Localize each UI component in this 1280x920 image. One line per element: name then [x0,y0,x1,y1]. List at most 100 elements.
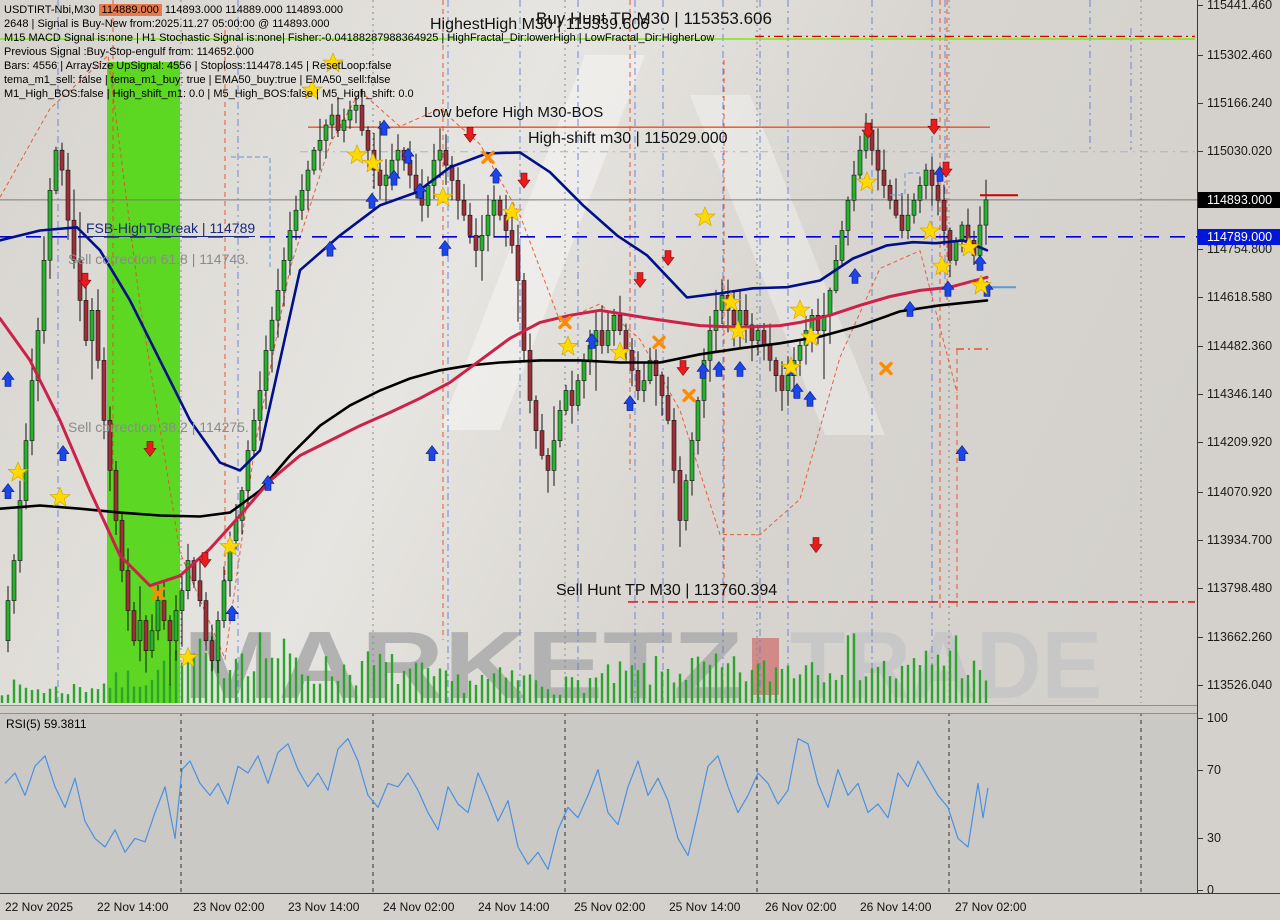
annotation-fsb-high-to-break[interactable]: FSB-HighToBreak | 114789 [86,220,256,237]
sell-arrow-icon [198,552,212,568]
rsi-pane[interactable]: RSI(5) 59.3811 [0,712,1197,893]
candle-body [767,345,773,361]
annotation-sell-correction-382[interactable]: Sell correction 38.2 | 114275. [68,419,249,435]
sell-arrow-icon [676,360,690,376]
candle-body [779,375,785,391]
candle-body [71,219,77,261]
candle-body [581,360,587,381]
candle-body [755,330,761,341]
candle-body [323,124,329,141]
candle-body [299,190,305,211]
price-axis-label: 115166.240 [1197,95,1273,110]
candle-body [125,570,131,611]
candle-body [461,200,467,216]
star-signal-icon [432,186,454,207]
candle-body [395,149,401,161]
price-axis-label: 114070.920 [1197,484,1273,499]
price-axis-label: 115302.460 [1197,47,1273,62]
star-signal-icon [7,461,29,482]
main-chart-plot[interactable]: MARKETZ TRADE [0,0,1197,705]
ma-medium-crimson [0,275,989,588]
price-axis[interactable]: 114893.000 114789.000 115441.460 115302.4… [1197,0,1280,897]
star-signal-icon [789,299,811,320]
candle-body [263,350,269,391]
star-signal-icon [322,52,344,73]
annotation-buy-hunt-tp[interactable]: Buy Hunt TP M30 | 115353.606 [536,9,772,28]
price-axis-label: 113662.260 [1197,629,1273,644]
candle-body [905,214,911,231]
highlight-band [107,62,180,703]
buy-arrow-icon [56,445,70,461]
candle-body [293,209,299,231]
candle-body [923,169,929,186]
time-axis-label: 26 Nov 14:00 [860,900,932,914]
candle-body [155,600,161,632]
buy-arrow-icon [790,383,804,399]
star-signal-icon [720,291,742,312]
price-axis-label: 113934.700 [1197,533,1273,548]
info-line-ohlc: USDTIRT-Nbi,M30 114889.000 114893.000 11… [4,3,714,17]
candle-body [5,600,11,641]
candle-body [659,375,665,396]
candle-body [815,314,821,331]
sell-arrow-icon [633,272,647,288]
pane-separator[interactable] [0,705,1197,714]
time-axis-label: 27 Nov 02:00 [955,900,1027,914]
buy-arrow-icon [941,280,955,297]
candle-body [209,640,215,661]
candle-body [89,309,95,341]
candle-body [65,169,71,221]
fractal-envelope-line [0,54,958,661]
ohlc-values: 114893.000 114889.000 114893.000 [164,4,343,16]
buy-arrow-icon [365,192,379,209]
price-axis-label: 114618.580 [1197,290,1273,305]
sell-arrow-icon [463,127,477,143]
main-chart-canvas[interactable]: MARKETZ TRADE [0,0,1197,705]
rsi-canvas[interactable] [0,712,1197,893]
annotation-sell-correction-618[interactable]: Sell correction 61.8 | 114743. [68,251,249,267]
buy-arrow-icon [323,240,337,257]
candle-body [29,380,35,441]
candle-body [173,610,179,642]
price-axis-label: 114209.920 [1197,435,1273,450]
candle-body [641,380,647,391]
time-axis-label: 22 Nov 14:00 [97,900,169,914]
buy-arrow-icon [438,240,452,256]
star-signal-icon [931,255,953,276]
candle-body [17,500,23,561]
candle-body [329,114,335,126]
time-axis-label: 24 Nov 14:00 [478,900,550,914]
candle-body [47,190,53,261]
candle-body [257,390,263,421]
candle-body [251,419,257,451]
candle-body [743,309,749,326]
rsi-axis-label: 0 [1198,883,1214,897]
candle-body [455,180,461,201]
rsi-axis-label: 70 [1198,762,1221,777]
candle-body [275,290,281,321]
annotation-sell-hunt-tp[interactable]: Sell Hunt TP M30 | 113760.394 [556,582,778,599]
annotation-low-before-high[interactable]: Low before High M30-BOS [424,104,604,121]
candle-body [953,240,959,261]
x-signal-icon [879,361,893,376]
x-signal-icon [481,150,495,165]
fractal-step-line [231,156,271,267]
buy-arrow-icon [225,605,239,622]
annotation-highest-high[interactable]: HighestHigh M30 | 115339.606 [430,16,650,33]
candle-body [851,174,857,201]
candle-body [317,140,323,151]
candle-body [215,620,221,661]
buy-arrow-icon [413,182,427,199]
candle-body [635,369,641,391]
annotation-high-shift[interactable]: High-shift m30 | 115029.000 [528,130,728,147]
candle-body [683,480,689,521]
candle-body [551,440,557,471]
candle-body [563,390,569,411]
time-axis-label: 25 Nov 02:00 [574,900,646,914]
candle-body [947,230,953,261]
time-axis-label: 22 Nov 2025 [5,900,74,914]
candle-body [749,324,755,341]
time-axis[interactable]: 22 Nov 2025 22 Nov 14:00 23 Nov 02:00 23 No… [0,893,1280,920]
time-axis-label: 24 Nov 02:00 [383,900,455,914]
candle-body [911,200,917,216]
